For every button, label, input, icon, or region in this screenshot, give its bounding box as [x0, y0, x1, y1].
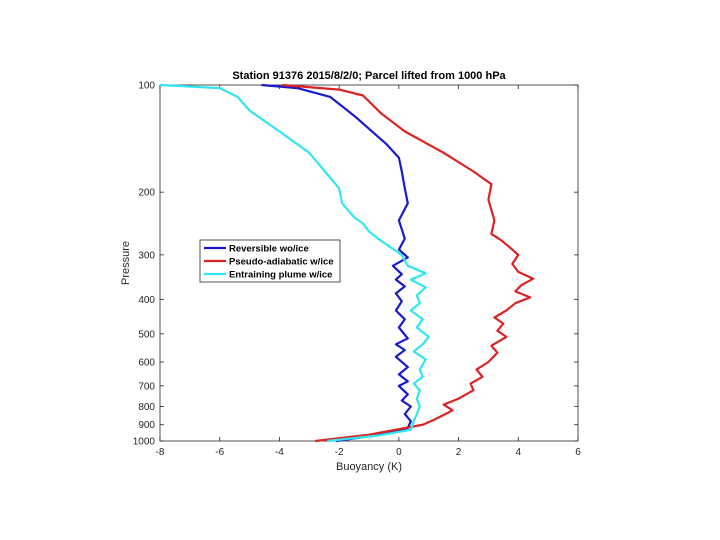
- x-axis: -8 -6 -4 -2 0 2 4 6: [156, 85, 581, 458]
- series-line-2: [282, 83, 535, 443]
- x-axis-label: Buoyancy (K): [336, 461, 402, 473]
- series-lines: [159, 83, 535, 443]
- legend-entry: Reversible wo/ice: [229, 244, 309, 255]
- series-line-3: [159, 83, 430, 443]
- x-tick-label: 0: [396, 447, 402, 458]
- chart-title: Station 91376 2015/8/2/0; Parcel lifted …: [232, 70, 506, 82]
- y-axis: 100 200 300 400 500 600 700 800 900 1000: [133, 81, 578, 448]
- x-tick-label: 4: [516, 447, 522, 458]
- y-tick-label: 200: [138, 188, 155, 199]
- y-tick-label: 300: [138, 250, 155, 261]
- legend: Reversible wo/ice Pseudo-adiabatic w/ice E…: [199, 239, 341, 283]
- y-tick-label: 900: [138, 420, 155, 431]
- x-tick-label: -4: [275, 447, 284, 458]
- y-tick-label: 100: [138, 81, 155, 92]
- y-tick-label: 600: [138, 358, 155, 369]
- x-tick-label: 2: [456, 447, 462, 458]
- y-tick-label: 400: [138, 295, 155, 306]
- y-tick-label: 500: [138, 329, 155, 340]
- series-line-1: [261, 83, 412, 443]
- x-tick-label: -8: [156, 447, 165, 458]
- y-tick-label: 1000: [133, 437, 156, 448]
- y-tick-label: 700: [138, 381, 155, 392]
- x-tick-label: -2: [335, 447, 344, 458]
- legend-entry: Entraining plume w/ice: [229, 270, 332, 281]
- x-tick-label: -6: [215, 447, 224, 458]
- y-axis-label: Pressure: [120, 241, 132, 285]
- legend-entry: Pseudo-adiabatic w/ice: [229, 257, 334, 268]
- x-tick-label: 6: [575, 447, 581, 458]
- y-tick-label: 800: [138, 402, 155, 413]
